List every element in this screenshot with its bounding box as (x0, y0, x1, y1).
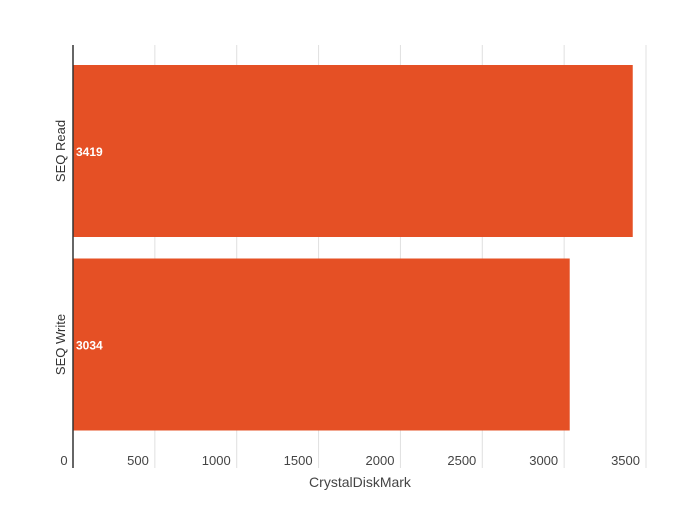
x-tick-label: 3500 (611, 453, 640, 468)
x-tick-label: 1000 (202, 453, 231, 468)
axes: 0 500 1000 1500 2000 2500 3000 3500 SEQ Read SEQ … (53, 45, 640, 468)
bar (73, 65, 633, 237)
x-tick-label: 3000 (529, 453, 558, 468)
x-tick-label: 2500 (447, 453, 476, 468)
x-tick-label: 2000 (366, 453, 395, 468)
x-tick-label: 0 (60, 453, 67, 468)
x-tick-label: 1500 (284, 453, 313, 468)
bar (73, 258, 570, 431)
category-label: SEQ Read (53, 120, 68, 182)
x-tick-label: 500 (127, 453, 149, 468)
bars: 3419 3034 (73, 65, 633, 431)
category-label: SEQ Write (53, 314, 68, 375)
x-axis-title: CrystalDiskMark (309, 474, 412, 490)
data-label: 3034 (76, 339, 103, 353)
data-label: 3419 (76, 145, 103, 159)
